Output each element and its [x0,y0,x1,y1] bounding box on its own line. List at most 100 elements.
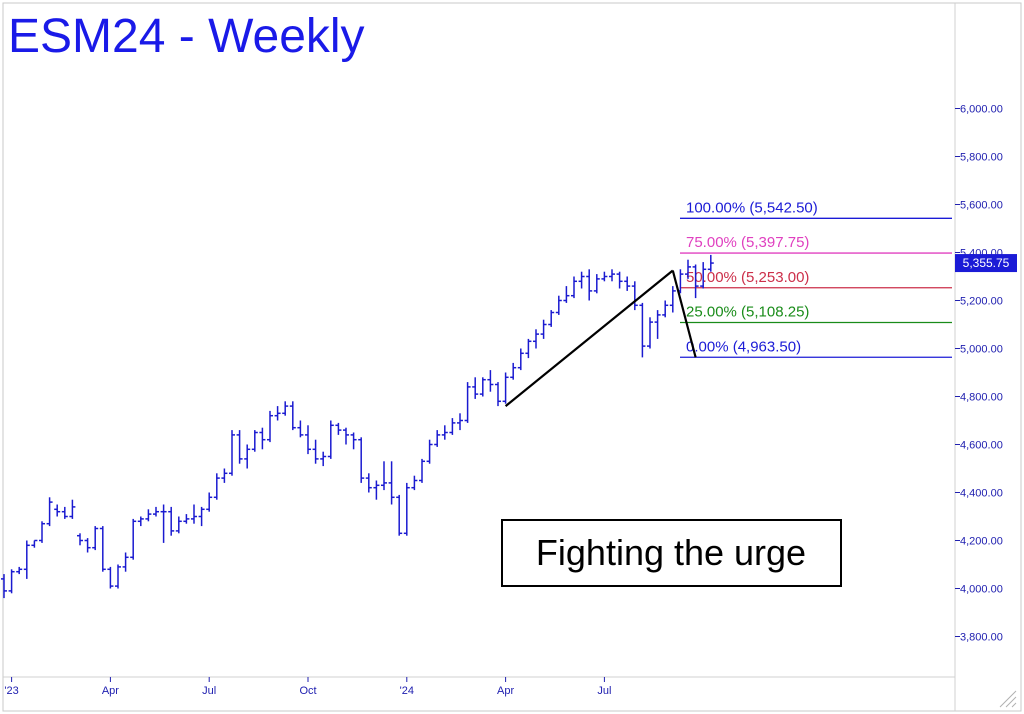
ohlc-bar [502,372,509,404]
ohlc-bar [441,425,448,440]
ohlc-bar [403,482,410,536]
y-tick-label: 5,000.00 [960,344,1003,356]
swing-line-segment [504,269,674,407]
ohlc-bar [593,274,600,294]
ohlc-bar [388,461,395,505]
swing-line-segment [671,270,697,358]
ohlc-bar [669,286,676,313]
y-tick-label: 5,200.00 [960,296,1003,308]
x-tick-label: Jul [597,685,611,697]
ohlc-bar [191,504,197,524]
ohlc-bar [259,427,266,450]
ohlc-bar [221,468,228,483]
ohlc-bar [335,422,342,435]
current-price-label: 5,355.75 [963,256,1010,270]
ohlc-bar [609,269,615,282]
ohlc-bar [343,427,349,445]
y-tick-label: 4,400.00 [960,488,1003,500]
fib-level-label: 50.00% (5,253.00) [686,269,809,286]
fib-level-label: 100.00% (5,542.50) [686,199,818,216]
ohlc-bar [419,458,425,483]
ohlc-bar [54,504,61,517]
ohlc-bar [107,566,114,589]
ohlc-bar [282,401,289,416]
ohlc-bar [213,473,220,500]
y-tick-label: 5,800.00 [960,152,1003,164]
ohlc-bar [244,444,251,469]
ohlc-bar [472,377,479,399]
ohlc-bar [381,461,387,491]
ohlc-bar [540,319,547,339]
ohlc-bar [510,362,517,380]
ohlc-bar [175,516,182,534]
fib-level-label: 25.00% (5,108.25) [686,304,809,321]
ohlc-bar [358,437,365,483]
ohlc-bar [145,509,152,522]
ohlc-bar [320,451,327,467]
ohlc-bar [350,432,357,450]
ohlc-bar [23,540,30,579]
ohlc-bar [457,413,463,431]
ohlc-bar [1,574,7,599]
ohlc-bar [396,494,403,536]
ohlc-bar [639,302,646,358]
ohlc-bar [631,281,638,311]
ohlc-bar [160,504,167,543]
y-tick-label: 4,000.00 [960,584,1003,596]
ohlc-bar [206,492,213,512]
ohlc-bar [601,271,608,282]
ohlc-bar [373,480,380,500]
fibonacci-levels: 100.00% (5,542.50) 75.00% (5,397.75) 50.00… [680,199,952,358]
ohlc-bar [464,382,471,423]
ohlc-bar [39,521,45,543]
ohlc-bar [183,514,190,524]
ohlc-bar [130,518,137,560]
ohlc-bar [533,329,539,349]
ohlc-bar [84,538,91,553]
ohlc-bar [8,569,15,594]
ohlc-bar [365,473,372,493]
ohlc-bar [31,539,38,548]
y-tick-label: 4,600.00 [960,440,1003,452]
ohlc-bar [267,410,273,443]
ohlc-bar [274,406,281,421]
y-tick-label: 3,800.00 [960,632,1003,644]
ohlc-bar [198,506,205,527]
fib-level-label: 75.00% (5,397.75) [686,234,809,251]
fib-level-label: 0.00% (4,963.50) [686,338,801,355]
y-tick-label: 6,000.00 [960,104,1003,116]
x-tick-label: Jul [202,685,216,697]
ohlc-bar [624,276,631,291]
ohlc-bar [654,310,661,339]
ohlc-bar [525,338,532,359]
ohlc-bar [289,401,296,431]
ohlc-bar [692,264,699,299]
ohlc-bar [449,418,456,435]
y-tick-label: 5,600.00 [960,200,1003,212]
ohlc-bar [487,370,494,392]
ohlc-bar [495,382,501,407]
ohlc-bar [685,259,691,279]
ohlc-bar [99,526,106,572]
ohlc-bar [229,430,235,476]
ohlc-bar [548,310,555,327]
ohlc-bar [312,439,319,464]
ohlc-bar [571,276,577,299]
ohlc-bar [251,430,258,452]
ohlc-bar [236,430,243,464]
ohlc-bar [700,262,707,289]
ohlc-bar [297,420,304,438]
price-bars [1,254,714,599]
ohlc-bar [411,475,418,491]
ohlc-bar [122,552,129,572]
ohlc-bar [327,420,334,459]
ohlc-bar [168,506,175,536]
resize-grip-icon[interactable] [999,690,1017,708]
x-tick-label: '23 [4,685,18,697]
x-tick-label: Apr [497,685,514,697]
ohlc-bar [16,566,23,575]
y-tick-label: 4,200.00 [960,536,1003,548]
price-axis: 3,800.00 4,000.00 4,200.00 4,400.00 4,600.00… [955,104,1003,644]
